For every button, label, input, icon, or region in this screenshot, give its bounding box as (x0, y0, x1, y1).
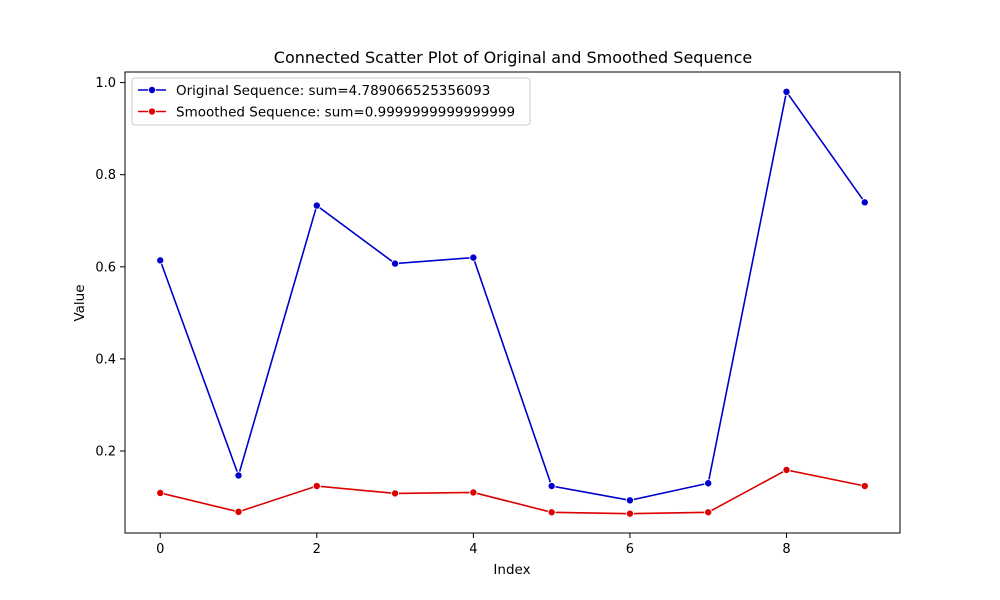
data-point (625, 496, 634, 505)
legend-swatch-marker (147, 86, 156, 95)
legend-entry-label: Original Sequence: sum=4.789066525356093 (176, 83, 490, 99)
data-point (704, 479, 713, 488)
data-point (625, 509, 634, 518)
y-tick-label: 0.4 (95, 352, 116, 367)
data-point (391, 259, 400, 268)
data-point (312, 201, 321, 210)
y-axis: 0.2 0.4 0.6 0.8 1.0 (95, 76, 125, 460)
y-tick-label: 0.6 (95, 260, 116, 275)
x-axis-label: Index (493, 562, 530, 578)
series-layer (156, 87, 869, 518)
data-point (547, 508, 556, 517)
x-tick-label: 0 (156, 542, 164, 557)
legend-box (131, 77, 531, 126)
y-tick-label: 0.8 (95, 168, 116, 183)
legend-swatch-marker (147, 107, 156, 116)
x-tick-label: 4 (469, 542, 477, 557)
data-point (234, 471, 243, 480)
data-point (469, 488, 478, 497)
data-point (704, 508, 713, 517)
legend-entry-label: Smoothed Sequence: sum=0.999999999999999… (176, 105, 515, 121)
y-axis-label: Value (72, 284, 88, 321)
data-point (469, 253, 478, 262)
legend: Original Sequence: sum=4.789066525356093… (131, 77, 531, 126)
y-tick-label: 1.0 (95, 76, 116, 91)
chart-title: Connected Scatter Plot of Original and S… (274, 48, 752, 67)
series-line-0 (159, 89, 866, 502)
x-tick-label: 6 (626, 542, 634, 557)
x-axis: 0 2 4 6 8 (156, 533, 791, 557)
data-point (782, 87, 791, 96)
y-tick-label: 0.2 (95, 445, 116, 460)
data-point (860, 198, 869, 207)
data-point (391, 489, 400, 498)
x-tick-label: 2 (313, 542, 321, 557)
data-point (782, 465, 791, 474)
plot-area (124, 71, 901, 534)
data-point (156, 488, 165, 497)
data-point (547, 482, 556, 491)
data-point (860, 482, 869, 491)
x-tick-label: 8 (782, 542, 790, 557)
data-point (234, 507, 243, 516)
data-point (156, 256, 165, 265)
series-line-1 (160, 469, 865, 515)
data-point (312, 482, 321, 491)
